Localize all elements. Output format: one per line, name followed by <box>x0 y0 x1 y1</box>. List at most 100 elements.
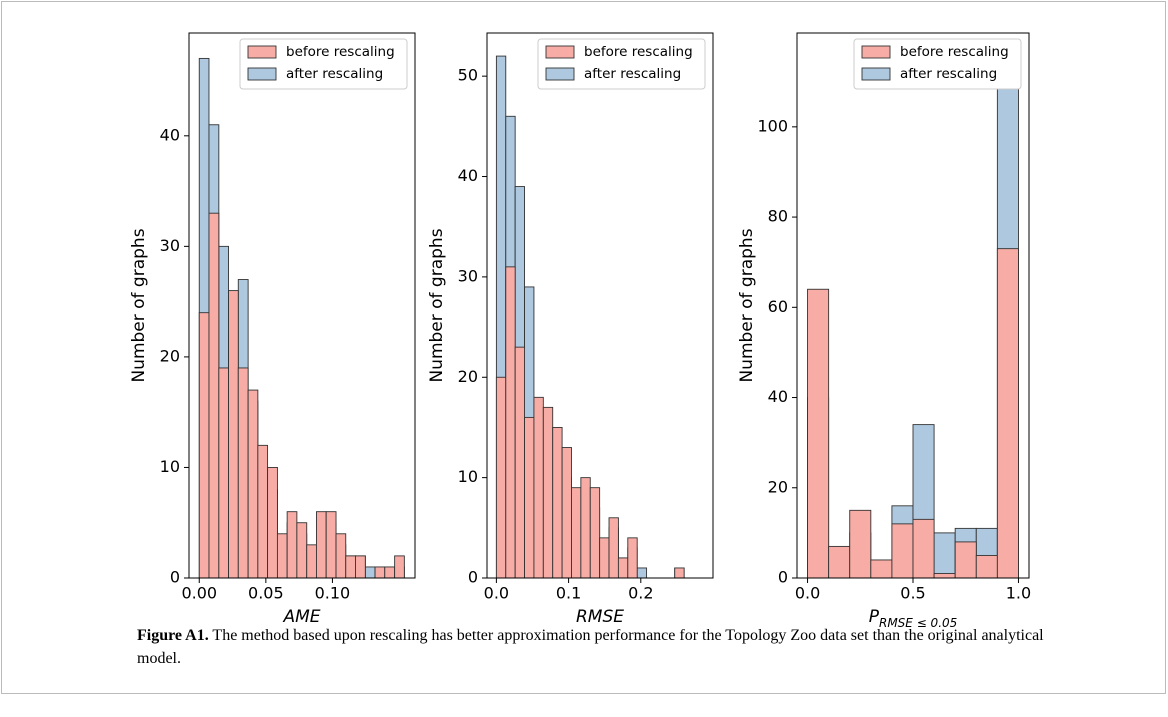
histogram-bar <box>394 555 405 579</box>
y-axis-label: Number of graphs <box>427 228 447 382</box>
histogram-bar <box>345 555 356 579</box>
histogram-bar <box>364 566 376 579</box>
x-tick-label: 0.5 <box>900 584 925 603</box>
y-axis-label: Number of graphs <box>129 228 149 382</box>
y-tick-label: 60 <box>768 297 788 316</box>
x-tick-label: 0.2 <box>628 584 653 603</box>
histogram-bar <box>208 212 220 579</box>
legend-label: before rescaling <box>900 44 1009 60</box>
x-axis-label: PRMSE ≤ 0.05 <box>869 607 958 630</box>
legend-box <box>853 38 1022 90</box>
histogram-bar <box>561 447 572 579</box>
histogram-bar <box>247 389 259 579</box>
y-tick-label: 0 <box>778 568 788 587</box>
x-axis-label-sub: RMSE ≤ 0.05 <box>879 616 957 630</box>
x-tick-label: 1.0 <box>1006 584 1031 603</box>
histogram-bar <box>315 511 327 579</box>
x-tick-label: 0.10 <box>315 584 351 603</box>
x-axis-label-main: AME <box>282 607 320 627</box>
histogram-bar <box>267 467 278 579</box>
histogram-bar <box>870 559 893 579</box>
legend-label: after rescaling <box>286 66 383 82</box>
histogram-bar <box>912 518 935 579</box>
y-tick-label: 0 <box>468 568 478 587</box>
x-axis-label: RMSE <box>576 607 624 627</box>
histogram-bar <box>374 566 386 579</box>
histogram-bar <box>495 376 507 579</box>
histogram-bar <box>933 573 956 579</box>
x-tick-label: 0.1 <box>556 584 581 603</box>
histogram-bar <box>617 557 629 579</box>
histogram-bar <box>355 555 366 579</box>
x-tick-label: 0.00 <box>181 584 217 603</box>
histogram-bar <box>933 532 956 579</box>
histogram-bar <box>276 533 288 579</box>
histogram-bar <box>608 517 619 579</box>
histogram-bar <box>198 312 210 579</box>
histogram-bar <box>325 511 337 579</box>
histogram-bar <box>296 522 308 579</box>
histogram-bar <box>552 426 563 579</box>
plot-frame <box>188 32 416 579</box>
y-tick-label: 40 <box>160 125 180 144</box>
legend-swatch <box>861 45 891 59</box>
histogram-bar <box>589 487 601 579</box>
histogram-bar <box>636 567 648 579</box>
x-tick-label: 0.0 <box>795 584 820 603</box>
histogram-bar <box>954 541 977 579</box>
histogram-bar <box>257 444 269 579</box>
histogram-bar <box>335 533 347 579</box>
legend-swatch <box>545 67 575 81</box>
legend-label: before rescaling <box>584 44 693 60</box>
caption-label: Figure A1. <box>137 627 209 644</box>
histogram-bar <box>505 266 516 579</box>
histogram-bar <box>996 248 1019 579</box>
y-tick-label: 30 <box>160 236 180 255</box>
y-tick-label: 40 <box>768 387 788 406</box>
histogram-bar <box>674 567 685 579</box>
y-tick-label: 30 <box>458 266 478 285</box>
legend-label: after rescaling <box>584 66 681 82</box>
legend-swatch <box>247 67 277 81</box>
caption-text: The method based upon rescaling has bett… <box>137 627 1044 667</box>
histogram-bar <box>286 511 298 579</box>
y-tick-label: 20 <box>458 367 478 386</box>
y-tick-label: 80 <box>768 207 788 226</box>
y-tick-label: 50 <box>458 66 478 85</box>
y-tick-label: 20 <box>768 477 788 496</box>
legend-label: after rescaling <box>900 66 997 82</box>
histogram-bar <box>627 537 638 579</box>
x-tick-label: 0.05 <box>248 584 284 603</box>
x-axis-label-main: RMSE <box>576 607 624 627</box>
y-axis-label: Number of graphs <box>737 228 757 382</box>
y-tick-label: 10 <box>160 457 180 476</box>
histogram-bar <box>807 288 830 579</box>
histogram-bar <box>218 367 230 579</box>
histogram-bar <box>524 416 535 579</box>
legend-label: before rescaling <box>286 44 395 60</box>
histogram-bar <box>599 537 610 579</box>
histogram-bar <box>542 406 554 579</box>
histogram-bar <box>891 523 914 579</box>
figure-frame <box>1 1 1166 694</box>
histogram-bar <box>237 367 249 579</box>
legend-box <box>239 38 408 90</box>
y-tick-label: 40 <box>458 166 478 185</box>
y-tick-label: 0 <box>170 568 180 587</box>
legend-swatch <box>861 67 891 81</box>
legend-swatch <box>545 45 575 59</box>
histogram-bar <box>514 346 525 579</box>
histogram-bar <box>580 477 591 579</box>
y-tick-label: 10 <box>458 467 478 486</box>
y-tick-label: 20 <box>160 346 180 365</box>
histogram-bar <box>384 566 396 579</box>
plot-frame <box>486 32 714 579</box>
legend-box <box>537 38 706 90</box>
histogram-bar <box>975 554 998 579</box>
histogram-bar <box>306 544 317 579</box>
histogram-bar <box>571 487 582 579</box>
histogram-bar <box>849 509 872 579</box>
caption: Figure A1. The method based upon rescali… <box>137 624 1072 670</box>
